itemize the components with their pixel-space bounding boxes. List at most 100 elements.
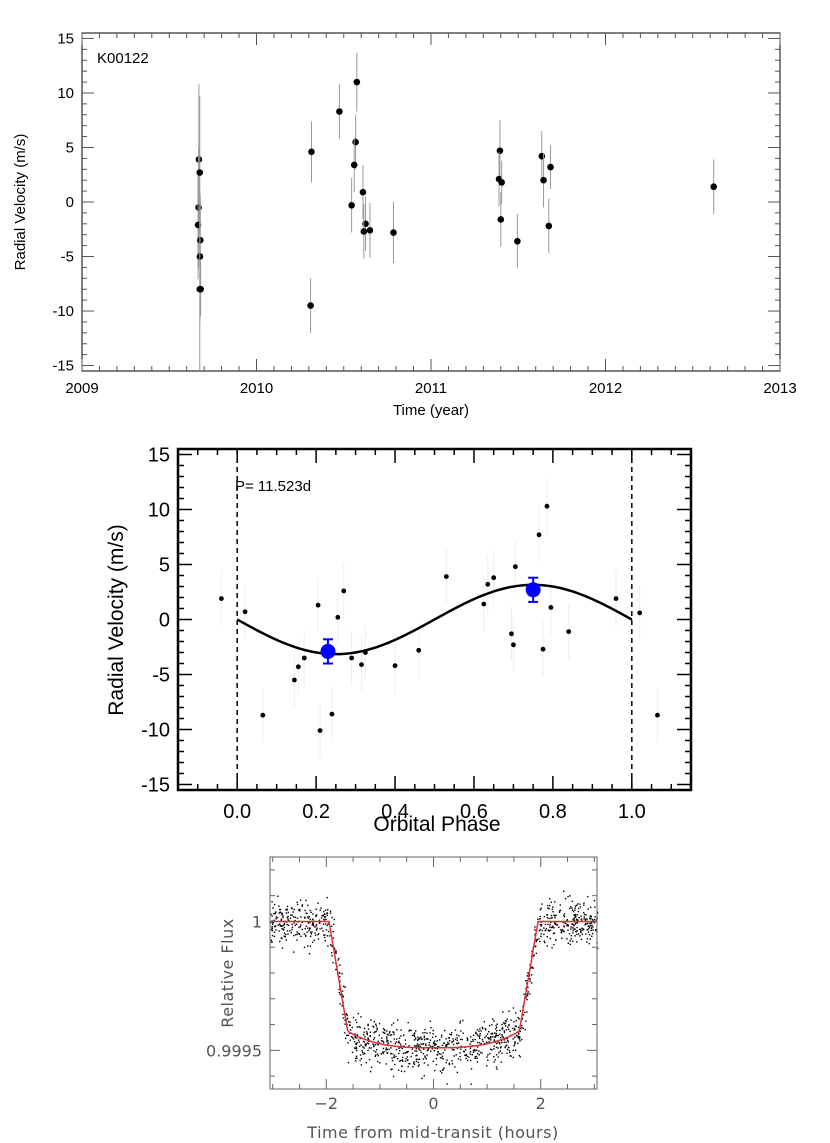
data-point — [377, 1060, 379, 1063]
data-point — [499, 1029, 501, 1032]
data-point — [398, 1042, 400, 1044]
data-point — [315, 929, 318, 931]
data-point — [535, 945, 537, 947]
data-point — [450, 1034, 452, 1036]
data-point — [553, 927, 555, 929]
data-point — [385, 1049, 387, 1051]
data-point — [316, 914, 318, 916]
data-point — [431, 1036, 434, 1039]
data-point — [469, 1051, 472, 1053]
data-point — [355, 1043, 357, 1045]
data-point — [391, 1053, 393, 1055]
data-point — [338, 988, 340, 991]
data-point — [280, 925, 282, 927]
data-point — [300, 935, 302, 937]
data-point — [312, 923, 314, 925]
data-point — [552, 911, 554, 913]
data-point — [318, 933, 320, 935]
data-point — [285, 939, 287, 941]
data-point — [425, 1058, 427, 1060]
data-point — [413, 1062, 415, 1065]
data-point — [348, 201, 355, 209]
data-point — [588, 925, 590, 927]
data-point — [439, 1057, 442, 1059]
data-point — [503, 1023, 506, 1025]
data-point — [376, 1027, 378, 1029]
data-point — [427, 1049, 429, 1051]
data-point — [547, 907, 549, 909]
data-point — [271, 929, 274, 932]
data-point — [581, 933, 583, 935]
data-point — [358, 1041, 360, 1043]
data-point — [470, 1036, 472, 1038]
data-point — [339, 1003, 341, 1005]
data-point — [429, 1045, 432, 1047]
data-point — [435, 1063, 438, 1066]
data-point — [592, 919, 594, 922]
rv-phase-ylabel: Radial Velocity (m/s) — [105, 524, 128, 715]
data-point — [368, 1039, 370, 1041]
data-point — [424, 1056, 426, 1059]
data-point — [587, 922, 589, 924]
data-point — [346, 1017, 349, 1019]
data-point — [505, 1029, 508, 1031]
data-point — [318, 919, 321, 921]
data-point — [290, 931, 292, 934]
data-point — [493, 1020, 495, 1022]
data-point — [466, 1039, 469, 1042]
data-point — [333, 918, 335, 921]
data-point — [493, 1045, 495, 1047]
data-point — [353, 1040, 356, 1043]
data-point — [472, 1040, 474, 1042]
data-point — [448, 1043, 450, 1045]
data-point — [503, 1041, 505, 1043]
data-point — [326, 914, 328, 916]
data-point — [495, 1054, 498, 1056]
data-point — [398, 1037, 401, 1039]
data-point — [585, 933, 587, 935]
rv-time-marks — [194, 52, 717, 370]
data-point — [595, 929, 597, 931]
data-point — [564, 898, 567, 900]
x-tick-label: 0.2 — [302, 801, 330, 823]
data-point — [442, 1052, 444, 1054]
data-point — [549, 924, 551, 926]
data-point — [430, 1027, 432, 1029]
transit-axes: 0.9995 1 −2 0 2 — [206, 857, 597, 1113]
data-point — [307, 302, 314, 309]
data-point — [432, 1060, 434, 1063]
data-point — [352, 1038, 355, 1040]
data-point — [514, 1041, 516, 1043]
data-point — [323, 913, 326, 915]
data-point — [310, 935, 312, 937]
data-point — [326, 896, 328, 899]
data-point — [425, 1043, 427, 1045]
data-point — [516, 1035, 518, 1037]
data-point — [346, 1034, 348, 1037]
data-point — [472, 1034, 475, 1036]
x-tick-label: 0.6 — [460, 801, 488, 823]
data-point — [279, 908, 281, 911]
data-point — [439, 1039, 441, 1041]
data-point — [459, 1055, 461, 1058]
data-point — [296, 917, 299, 919]
data-point — [406, 1051, 408, 1054]
data-point — [554, 916, 556, 919]
data-point — [513, 1021, 515, 1023]
data-point — [419, 1045, 421, 1048]
data-point — [327, 945, 329, 947]
data-point — [355, 1055, 358, 1057]
data-point — [507, 1040, 509, 1042]
data-point — [490, 1036, 492, 1038]
data-point — [291, 923, 293, 926]
data-point — [523, 993, 525, 995]
data-point — [422, 1058, 425, 1060]
data-point — [530, 982, 533, 984]
data-point — [334, 948, 336, 950]
data-point — [578, 928, 581, 931]
data-point — [517, 1017, 519, 1019]
data-point — [441, 1044, 444, 1046]
data-point — [532, 955, 535, 957]
y-tick-label: -15 — [141, 775, 170, 797]
data-point — [342, 995, 344, 997]
